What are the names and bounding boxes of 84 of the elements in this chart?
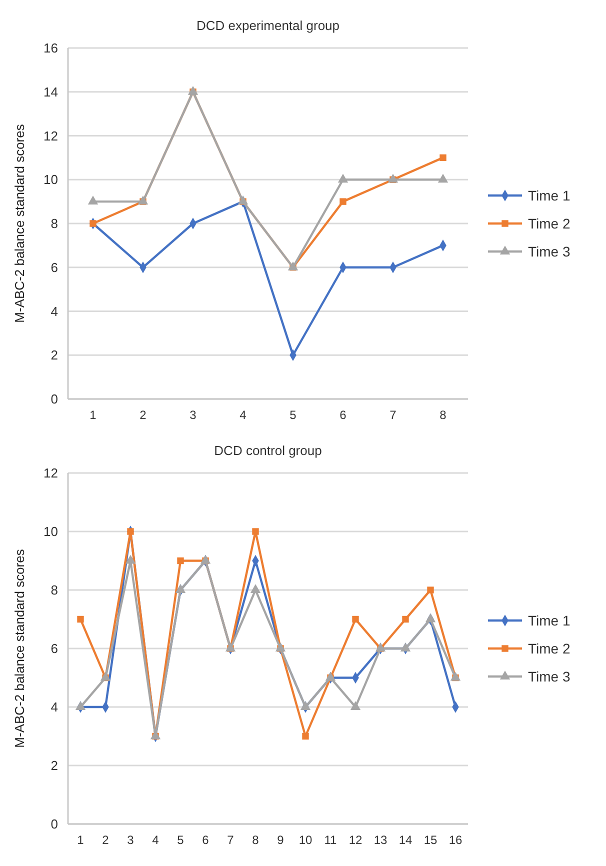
point: [138, 196, 148, 205]
point: [302, 732, 309, 740]
x-tick-label: 6: [202, 833, 210, 847]
x-tick-label: 12: [348, 833, 362, 847]
point: [238, 196, 248, 205]
y-tick-label: 4: [50, 700, 58, 715]
legend-label: Time 3: [528, 243, 570, 260]
x-tick-label: 14: [398, 833, 412, 847]
point: [388, 174, 398, 183]
point: [188, 86, 198, 95]
x-tick-label: 15: [424, 833, 438, 847]
x-tick-label: 13: [374, 833, 388, 847]
point: [225, 642, 236, 652]
x-tick-label: 11: [324, 833, 338, 847]
point: [340, 198, 346, 205]
x-tick-label: 4: [240, 408, 247, 422]
x-tick-label: 4: [152, 833, 160, 847]
point: [375, 642, 386, 652]
point: [175, 584, 186, 593]
legend-label: Time 3: [528, 668, 570, 684]
point: [325, 672, 336, 681]
point: [427, 586, 434, 594]
point: [90, 220, 96, 227]
point: [400, 642, 411, 652]
point: [127, 528, 134, 535]
x-tick-label: 5: [290, 408, 297, 422]
y-tick-label: 12: [44, 466, 58, 481]
point: [440, 154, 446, 162]
legend-label: Time 2: [528, 640, 570, 656]
y-tick-label: 0: [50, 816, 58, 832]
x-tick-label: 7: [390, 408, 397, 422]
x-tick-label: 9: [277, 833, 284, 847]
point: [125, 554, 136, 564]
legend-label: Time 1: [528, 187, 570, 204]
x-tick-label: 1: [77, 833, 84, 847]
x-tick-label: 5: [177, 833, 184, 847]
point: [352, 616, 359, 623]
y-tick-label: 4: [50, 304, 58, 319]
y-tick-label: 10: [44, 524, 58, 540]
chart-title: DCD experimental group: [196, 18, 340, 33]
x-tick-label: 16: [448, 833, 462, 847]
x-tick-label: 3: [127, 833, 134, 847]
point: [338, 174, 348, 183]
point: [100, 672, 111, 681]
x-tick-label: 1: [90, 408, 97, 422]
y-tick-label: 8: [50, 216, 58, 232]
point: [250, 584, 261, 593]
y-tick-label: 8: [50, 582, 58, 598]
legend-label: Time 1: [528, 612, 570, 628]
y-axis-title: M-ABC-2 balance standard scores: [12, 548, 27, 748]
point: [75, 701, 86, 710]
y-axis-title: M-ABC-2 balance standard scores: [12, 124, 27, 323]
x-tick-label: 7: [227, 833, 234, 847]
point: [275, 642, 286, 652]
y-tick-label: 10: [44, 172, 58, 188]
y-tick-label: 2: [50, 348, 58, 363]
y-tick-label: 2: [50, 758, 58, 774]
chart-title: DCD control group: [214, 443, 322, 458]
point: [177, 557, 184, 564]
point: [438, 174, 448, 183]
x-tick-label: 8: [252, 833, 260, 847]
x-tick-label: 8: [440, 408, 447, 422]
point: [252, 528, 259, 535]
point: [77, 616, 84, 623]
point: [288, 261, 298, 270]
point: [425, 613, 436, 622]
point: [200, 554, 211, 564]
point: [350, 701, 361, 710]
point: [88, 196, 98, 205]
x-tick-label: 2: [140, 408, 147, 422]
point: [300, 701, 311, 710]
x-tick-label: 10: [298, 833, 312, 847]
x-tick-label: 2: [102, 833, 110, 847]
legend-label: Time 2: [528, 215, 570, 232]
point: [402, 616, 409, 623]
point: [450, 672, 461, 681]
y-tick-label: 0: [50, 392, 58, 407]
x-tick-label: 3: [190, 408, 197, 422]
x-tick-label: 6: [340, 408, 347, 422]
y-tick-label: 14: [44, 84, 58, 100]
y-tick-label: 16: [44, 40, 58, 56]
y-tick-label: 6: [50, 641, 58, 656]
y-tick-label: 6: [50, 260, 58, 275]
y-tick-label: 12: [44, 128, 58, 144]
